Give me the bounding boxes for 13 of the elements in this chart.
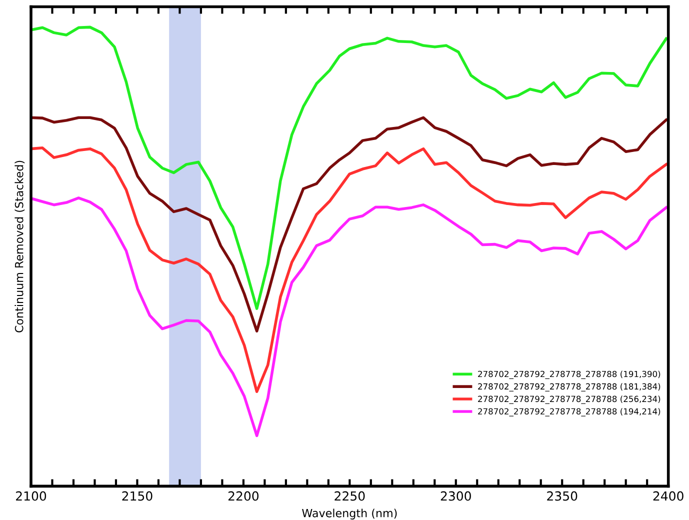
y-axis-title: Continuum Removed (Stacked) (14, 160, 25, 332)
legend-label: 278702_278792_278778_278788 (181,384) (478, 383, 660, 392)
x-tick-label: 2250 (334, 491, 365, 501)
legend-label: 278702_278792_278778_278788 (191,390) (478, 370, 660, 379)
x-tick-label: 2300 (440, 491, 471, 501)
x-tick-label: 2100 (16, 491, 46, 501)
x-axis-title: Wavelength (nm) (302, 508, 397, 520)
x-tick-label: 2350 (547, 491, 578, 501)
x-tick-label: 2400 (653, 491, 684, 501)
x-tick-label: 2150 (122, 491, 152, 501)
legend-label: 278702_278792_278778_278788 (194,214) (478, 408, 660, 416)
x-tick-label: 2200 (228, 491, 259, 501)
legend-label: 278702_278792_278778_278788 (256,234) (478, 396, 660, 404)
